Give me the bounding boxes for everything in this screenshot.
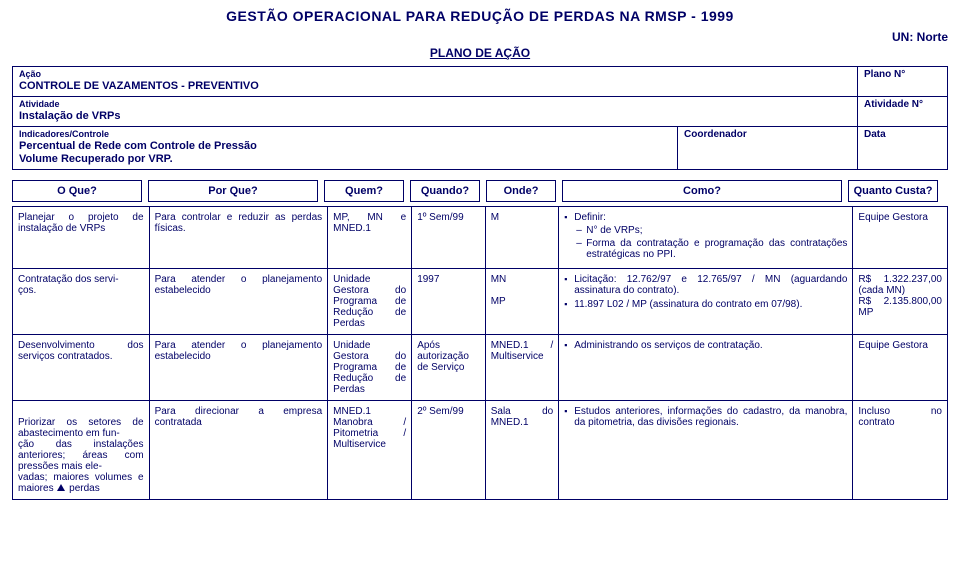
table-row: Planejar o projeto de instalação de VRPs…	[13, 207, 948, 269]
indic2-value: Volume Recuperado por VRP.	[19, 153, 671, 165]
cell-quem: Unidade Gestora do Programa de Redução d…	[328, 335, 412, 401]
cell-quem: MNED.1 Manobra / Pitometria / Multiservi…	[328, 401, 412, 500]
triangle-icon	[57, 484, 65, 491]
cell-como: Licitação: 12.762/97 e 12.765/97 / MN (a…	[559, 269, 853, 335]
coord-label: Coordenador	[684, 129, 747, 140]
cell-quem: MP, MN e MNED.1	[328, 207, 412, 269]
table-row: Desenvolvimento dos serviços contratados…	[13, 335, 948, 401]
cell-como: Definir: N° de VRPs; Forma da contrataçã…	[559, 207, 853, 269]
column-headers: O Que? Por Que? Quem? Quando? Onde? Como…	[12, 180, 948, 202]
atividade-no-label: Atividade N°	[864, 99, 923, 110]
cell-custa: Equipe Gestora	[853, 207, 948, 269]
cell-quando: Após autorização de Serviço	[412, 335, 486, 401]
cell-onde: Sala do MNED.1	[485, 401, 559, 500]
oque-post: perdas	[66, 483, 99, 494]
cell-porque: Para atender o planejamento estabelecido	[149, 269, 328, 335]
indic-label: Indicadores/Controle	[19, 129, 671, 139]
hd-quando: Quando?	[410, 180, 480, 202]
cell-como: Administrando os serviços de contratação…	[559, 335, 853, 401]
cell-porque: Para atender o planejamento estabelecido	[149, 335, 328, 401]
como-sub: Forma da contratação e programação das c…	[574, 238, 847, 260]
atividade-label: Atividade	[19, 99, 851, 109]
hd-custa: Quanto Custa?	[848, 180, 938, 202]
cell-custa: R$ 1.322.237,00 (cada MN) R$ 2.135.800,0…	[853, 269, 948, 335]
hd-como: Como?	[562, 180, 842, 202]
cell-onde: MNED.1 / Multiservice	[485, 335, 559, 401]
como-item: Licitação: 12.762/97 e 12.765/97 / MN (a…	[564, 274, 847, 296]
como-item: Estudos anteriores, informações do cadas…	[564, 406, 847, 428]
cell-oque: Contratação dos servi- ços.	[13, 269, 150, 335]
hd-porque: Por Que?	[148, 180, 318, 202]
cell-como: Estudos anteriores, informações do cadas…	[559, 401, 853, 500]
acao-value: CONTROLE DE VAZAMENTOS - PREVENTIVO	[19, 80, 851, 92]
table-row: Contratação dos servi- ços. Para atender…	[13, 269, 948, 335]
plano-label: Plano N°	[864, 69, 905, 80]
table-row: Priorizar os setores de abastecimento em…	[13, 401, 948, 500]
cell-onde: MN MP	[485, 269, 559, 335]
cell-quando: 2º Sem/99	[412, 401, 486, 500]
como-sub: N° de VRPs;	[574, 225, 847, 236]
page-title: GESTÃO OPERACIONAL PARA REDUÇÃO DE PERDA…	[12, 8, 948, 24]
cell-quando: 1997	[412, 269, 486, 335]
meta-block: Ação CONTROLE DE VAZAMENTOS - PREVENTIVO…	[12, 66, 948, 170]
cell-quando: 1º Sem/99	[412, 207, 486, 269]
como-item: 11.897 L02 / MP (assinatura do contrato …	[564, 299, 847, 310]
un-label: UN: Norte	[12, 30, 948, 44]
cell-oque: Desenvolvimento dos serviços contratados…	[13, 335, 150, 401]
cell-quem: Unidade Gestora do Programa de Redução d…	[328, 269, 412, 335]
cell-custa: Equipe Gestora	[853, 335, 948, 401]
page-subtitle: PLANO DE AÇÃO	[12, 46, 948, 60]
cell-custa: Incluso no contrato	[853, 401, 948, 500]
action-table: Planejar o projeto de instalação de VRPs…	[12, 206, 948, 500]
cell-oque: Priorizar os setores de abastecimento em…	[13, 401, 150, 500]
hd-oque: O Que?	[12, 180, 142, 202]
como-item: Administrando os serviços de contratação…	[564, 340, 847, 351]
cell-oque: Planejar o projeto de instalação de VRPs	[13, 207, 150, 269]
hd-quem: Quem?	[324, 180, 404, 202]
atividade-value: Instalação de VRPs	[19, 110, 851, 122]
cell-porque: Para direcionar a empresa contratada	[149, 401, 328, 500]
cell-onde: M	[485, 207, 559, 269]
indic1-value: Percentual de Rede com Controle de Press…	[19, 140, 671, 152]
cell-porque: Para controlar e reduzir as perdas físic…	[149, 207, 328, 269]
acao-label: Ação	[19, 69, 851, 79]
como-lead: Definir:	[574, 212, 606, 223]
hd-onde: Onde?	[486, 180, 556, 202]
data-label: Data	[864, 129, 886, 140]
